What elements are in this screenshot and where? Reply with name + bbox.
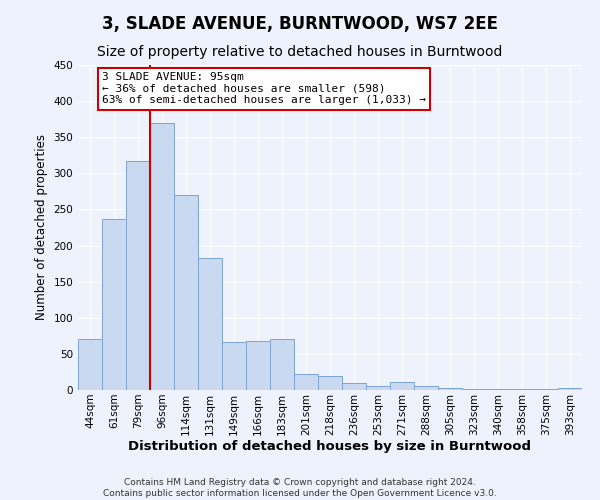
Bar [390, 382, 414, 390]
Bar [366, 386, 390, 390]
Bar [270, 340, 294, 390]
Bar [78, 340, 102, 390]
Bar [126, 161, 150, 390]
Text: 3, SLADE AVENUE, BURNTWOOD, WS7 2EE: 3, SLADE AVENUE, BURNTWOOD, WS7 2EE [102, 15, 498, 33]
Bar [102, 219, 126, 390]
Bar [294, 374, 318, 390]
X-axis label: Distribution of detached houses by size in Burntwood: Distribution of detached houses by size … [128, 440, 532, 454]
Text: 3 SLADE AVENUE: 95sqm
← 36% of detached houses are smaller (598)
63% of semi-det: 3 SLADE AVENUE: 95sqm ← 36% of detached … [102, 72, 426, 106]
Text: Contains HM Land Registry data © Crown copyright and database right 2024.
Contai: Contains HM Land Registry data © Crown c… [103, 478, 497, 498]
Bar [198, 258, 222, 390]
Bar [486, 388, 510, 390]
Text: Size of property relative to detached houses in Burntwood: Size of property relative to detached ho… [97, 45, 503, 59]
Bar [222, 342, 246, 390]
Bar [462, 388, 486, 390]
Bar [438, 388, 462, 390]
Bar [318, 376, 342, 390]
Bar [246, 341, 270, 390]
Bar [174, 195, 198, 390]
Bar [342, 383, 366, 390]
Y-axis label: Number of detached properties: Number of detached properties [35, 134, 48, 320]
Bar [558, 388, 582, 390]
Bar [414, 386, 438, 390]
Bar [150, 123, 174, 390]
